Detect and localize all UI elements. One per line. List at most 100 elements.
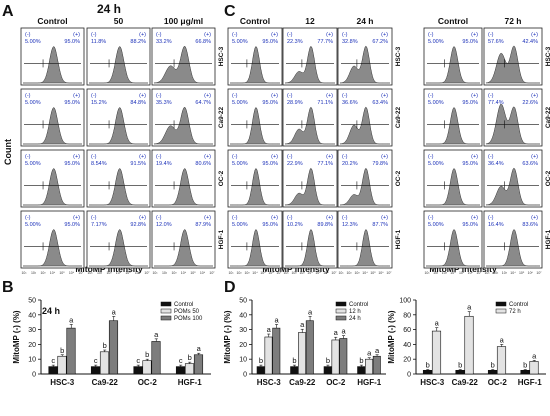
gate-minus-label: (-) bbox=[488, 32, 494, 38]
panel-letter-c: C bbox=[224, 3, 236, 20]
flow-tick-label: 10³ bbox=[171, 271, 177, 275]
pct-negative: 5.00% bbox=[428, 161, 444, 167]
bar bbox=[455, 369, 465, 375]
flow-tick-label: 10¹ bbox=[338, 271, 344, 275]
gate-plus-label: (+) bbox=[326, 154, 333, 160]
panel-b-time-label: 24 h bbox=[42, 306, 60, 316]
pct-negative: 8.54% bbox=[91, 161, 107, 167]
pct-negative: 11.8% bbox=[91, 39, 106, 45]
flow-tick-label: 10⁷ bbox=[331, 271, 337, 275]
flow-histogram: (-) (+) 5.00% 95.0% bbox=[423, 27, 483, 86]
pct-negative: 35.3% bbox=[156, 100, 172, 106]
gate-minus-label: (-) bbox=[91, 93, 97, 99]
flow-histogram: (-) (+) 5.00% 95.0% bbox=[423, 149, 483, 208]
gate-minus-label: (-) bbox=[287, 154, 293, 160]
bar bbox=[90, 366, 101, 375]
flow-tick-label: 10³ bbox=[106, 271, 112, 275]
flow-tick-label: 10⁶ bbox=[69, 271, 75, 275]
flow-histogram: (-) (+) 16.4% 83.6% 10¹ 10² 10³ 10⁴ 10⁵ 10⁶ 10⁷ bbox=[483, 210, 543, 275]
significance-letter: b bbox=[292, 356, 296, 365]
pct-positive: 64.7% bbox=[195, 100, 211, 106]
gate-minus-label: (-) bbox=[342, 154, 348, 160]
y-tick-label: 0 bbox=[243, 372, 247, 379]
flow-tick-label: 10¹ bbox=[484, 271, 490, 275]
pct-negative: 5.00% bbox=[232, 161, 248, 167]
flow-tick-label: 10⁴ bbox=[510, 271, 516, 275]
significance-letter: a bbox=[274, 315, 279, 324]
column-header: 50 bbox=[114, 16, 124, 26]
bar bbox=[365, 358, 373, 375]
flow-histogram: (-) (+) 5.00% 95.0% bbox=[227, 149, 283, 208]
gate-minus-label: (-) bbox=[25, 215, 31, 221]
flow-histogram: (-) (+) 15.2% 84.8% bbox=[86, 88, 151, 147]
flow-tick-label: 10² bbox=[236, 271, 242, 275]
pct-positive: 22.6% bbox=[522, 100, 538, 106]
row-label: Ca9-22 bbox=[218, 106, 225, 128]
y-tick-label: 20 bbox=[403, 357, 411, 364]
bar bbox=[422, 369, 433, 375]
category-label: HGF-1 bbox=[357, 378, 382, 387]
category-label: OC-2 bbox=[138, 378, 158, 387]
bar bbox=[464, 315, 474, 375]
category-label: OC-2 bbox=[326, 378, 346, 387]
flow-tick-label: 10³ bbox=[354, 271, 360, 275]
gate-plus-label: (+) bbox=[271, 93, 278, 99]
pct-negative: 5.00% bbox=[25, 222, 41, 228]
significance-letter: b bbox=[523, 361, 527, 370]
flow-tick-label: 10⁵ bbox=[190, 271, 196, 275]
flow-tick-label: 10⁴ bbox=[50, 271, 56, 275]
bar bbox=[290, 366, 299, 375]
gate-minus-label: (-) bbox=[232, 215, 238, 221]
bar bbox=[496, 346, 507, 375]
flow-histogram: (-) (+) 5.00% 95.0% bbox=[20, 88, 85, 147]
pct-negative: 22.9% bbox=[287, 161, 303, 167]
pct-positive: 95.0% bbox=[262, 39, 278, 45]
flow-histogram: (-) (+) 32.8% 67.2% bbox=[337, 27, 393, 86]
gate-minus-label: (-) bbox=[25, 154, 31, 160]
row-label: HGF-1 bbox=[545, 229, 550, 249]
row-label: HSC-3 bbox=[218, 46, 225, 66]
flow-histogram: (-) (+) 7.17% 92.8% 10¹ 10² 10³ 10⁴ 10⁵ 10⁶ 10⁷ bbox=[86, 210, 151, 275]
pct-positive: 95.0% bbox=[64, 100, 80, 106]
pct-positive: 77.1% bbox=[317, 161, 333, 167]
significance-letter: a bbox=[300, 320, 305, 329]
legend-swatch bbox=[335, 301, 347, 307]
gate-minus-label: (-) bbox=[428, 154, 434, 160]
bar bbox=[99, 351, 110, 375]
flow-tick-label: 10⁷ bbox=[144, 271, 150, 275]
bar bbox=[520, 369, 530, 375]
flow-tick-label: 10⁶ bbox=[468, 271, 474, 275]
gate-minus-label: (-) bbox=[488, 154, 494, 160]
gate-minus-label: (-) bbox=[25, 93, 31, 99]
flow-histogram: (-) (+) 33.2% 66.8% bbox=[151, 27, 216, 86]
gate-plus-label: (+) bbox=[73, 32, 80, 38]
gate-minus-label: (-) bbox=[428, 32, 434, 38]
y-tick-label: 20 bbox=[239, 342, 247, 349]
bar bbox=[193, 354, 204, 375]
gate-minus-label: (-) bbox=[488, 215, 494, 221]
flow-tick-label: 10⁵ bbox=[59, 271, 65, 275]
y-axis-label: MitoMP (-) (%) bbox=[387, 310, 396, 364]
gate-plus-label: (+) bbox=[381, 32, 388, 38]
mitomp-axis-label-c: MitoMP intensity bbox=[262, 264, 330, 274]
flow-histogram: (-) (+) 36.4% 63.6% bbox=[483, 149, 543, 208]
significance-letter: b bbox=[491, 361, 495, 370]
gate-plus-label: (+) bbox=[381, 215, 388, 221]
gate-minus-label: (-) bbox=[342, 215, 348, 221]
pct-negative: 7.17% bbox=[91, 222, 107, 228]
legend-label: POMs 50 bbox=[174, 309, 200, 315]
pct-negative: 12.3% bbox=[342, 222, 358, 228]
y-tick-label: 80 bbox=[403, 312, 411, 319]
flow-tick-label: 10⁵ bbox=[125, 271, 131, 275]
gate-minus-label: (-) bbox=[156, 93, 162, 99]
y-axis-label: MitoMP (-) (%) bbox=[223, 310, 232, 364]
y-tick-label: 10 bbox=[28, 357, 36, 364]
pct-negative: 5.00% bbox=[232, 39, 248, 45]
pct-positive: 87.7% bbox=[372, 222, 388, 228]
significance-letter: b bbox=[103, 341, 107, 350]
flow-tick-label: 10⁷ bbox=[536, 271, 542, 275]
gate-minus-label: (-) bbox=[91, 32, 97, 38]
y-tick-label: 40 bbox=[28, 312, 36, 319]
gate-plus-label: (+) bbox=[531, 154, 538, 160]
